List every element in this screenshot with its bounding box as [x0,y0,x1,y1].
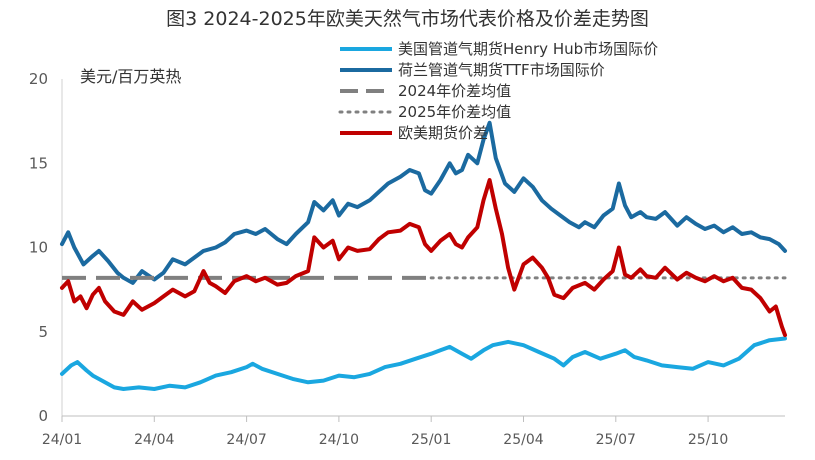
y-tick-label: 5 [38,323,48,341]
axes: 0 5 10 15 20 24/01 24/04 24/07 24/10 25/01 25/04 25… [29,70,785,448]
legend-label: 美国管道气期货Henry Hub市场国际价 [398,40,658,58]
y-tick-label: 10 [29,239,48,257]
legend-label: 2025年价差均值 [398,103,511,121]
x-tick-label: 24/01 [42,432,82,448]
y-axis-unit-label: 美元/百万英热 [80,67,181,86]
series-henry-hub-line [60,336,787,391]
x-tick-label: 25/10 [688,432,728,448]
x-tick-label: 25/04 [503,432,543,448]
y-tick-label: 0 [38,407,48,425]
y-tick-label: 15 [29,154,48,172]
y-tick-label: 20 [29,70,48,88]
x-tick-label: 24/10 [319,432,359,448]
series-ttf-line [60,120,787,285]
legend-label: 欧美期货价差 [398,124,488,142]
chart-title: 图3 2024-2025年欧美天然气市场代表价格及价差走势图 [166,8,649,30]
legend-label: 荷兰管道气期货TTF市场国际价 [398,61,605,79]
x-tick-label: 25/07 [596,432,636,448]
legend-label: 2024年价差均值 [398,82,511,100]
series-spread-line [60,178,787,338]
x-tick-label: 24/07 [226,432,266,448]
series-layer [60,120,787,391]
x-tick-label: 25/01 [411,432,451,448]
x-tick-label: 24/04 [134,432,174,448]
